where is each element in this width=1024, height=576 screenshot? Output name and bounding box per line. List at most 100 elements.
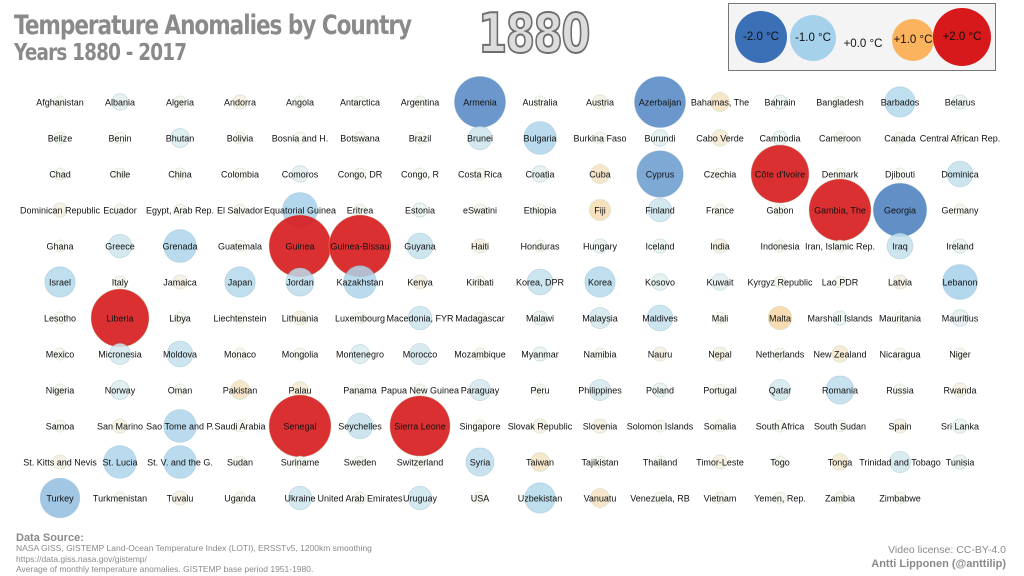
country-label-sudan: Sudan [227,458,253,468]
country-label-ukraine: Ukraine [284,494,315,504]
bubble-bahrain [772,94,788,110]
country-label-russia: Russia [886,386,914,396]
country-label-mexico: Mexico [46,350,75,360]
country-label-cameroon: Cameroon [819,134,861,144]
bubble-micronesia [109,342,132,365]
country-label-panama: Panama [343,386,377,396]
bubble-bolivia [233,131,247,145]
country-label-uruguay: Uruguay [403,494,438,504]
country-label-lithuania: Lithuania [282,314,319,324]
country-label-micronesia: Micronesia [98,350,142,360]
bubble-tuvalu [172,490,188,506]
bubble-iraq [886,232,914,260]
bubble-somalia [713,419,727,433]
country-label-pakistan: Pakistan [223,386,258,396]
bubble-jordan [285,267,315,297]
bubble-peru [533,383,547,397]
bubble-burundi [651,129,669,147]
country-label-sao-tome-and-p: Sao Tome and P. [146,422,214,432]
legend-item-minus-1: -1.0 °C [790,15,836,61]
country-label-france: France [706,206,734,216]
bubble-mexico [53,347,67,361]
bubble-poland [652,382,668,398]
bubble-france [713,203,727,217]
country-label-austria: Austria [586,98,614,108]
country-label-zimbabwe: Zimbabwe [879,494,921,504]
bubble-namibia [593,347,607,361]
country-label-myanmar: Myanmar [521,350,559,360]
bubble-tonga [831,453,849,471]
country-label-nauru: Nauru [648,350,673,360]
bubble-st-v-and-the-g [163,445,197,479]
bubble-angola [293,95,307,109]
country-label-bosnia-and-h: Bosnia and H. [272,134,329,144]
country-label-argentina: Argentina [401,98,440,108]
country-label-indonesia: Indonesia [760,242,799,252]
bubble-uzbekistan [524,482,556,514]
source-line-1: NASA GISS, GISTEMP Land-Ocean Temperatur… [16,543,372,553]
bubble-mauritania [893,311,907,325]
country-label-liberia: Liberia [106,314,133,324]
country-label-bangladesh: Bangladesh [816,98,864,108]
country-label-senegal: Senegal [283,422,316,432]
country-label-jamaica: Jamaica [163,278,197,288]
bubble-yemen-rep [773,491,787,505]
country-label-eswatini: eSwatini [463,206,497,216]
bubble-libya [173,311,187,325]
country-label-maldives: Maldives [642,314,678,324]
country-label-gabon: Gabon [766,206,793,216]
bubble-samoa [53,419,67,433]
bubble-china [173,167,187,181]
bubble-kuwait [711,273,729,291]
bubble-india [712,238,728,254]
bubble-congo-dr [353,167,367,181]
country-label-georgia: Georgia [884,206,916,216]
country-label-grenada: Grenada [162,242,197,252]
country-label-albania: Albania [105,98,135,108]
bubble-germany [953,203,967,217]
bubble-malaysia [589,306,612,329]
country-label-belarus: Belarus [945,98,976,108]
bubble-haiti [472,238,488,254]
bubble-nepal [712,346,728,362]
country-label-syria: Syria [470,458,491,468]
country-label-lebanon: Lebanon [942,278,977,288]
country-label-suriname: Suriname [281,458,320,468]
country-label-costa-rica: Costa Rica [458,170,502,180]
bubble-kenya [412,274,428,290]
bubble-spain [892,418,908,434]
bubble-saudi-arabia [233,419,247,433]
bubble-myanmar [532,346,548,362]
bubble-slovenia [592,418,608,434]
bubble-malta [767,305,793,331]
bubble-zambia [833,491,847,505]
source-title: Data Source: [16,532,84,544]
country-label-brazil: Brazil [409,134,432,144]
country-label-iraq: Iraq [892,242,908,252]
chart-title: Temperature Anomalies by Country [14,10,412,41]
country-label-tuvalu: Tuvalu [167,494,194,504]
bubble-kiribati [473,275,487,289]
country-label-afghanistan: Afghanistan [36,98,84,108]
bubble-estonia [412,202,428,218]
bubble-suriname [293,455,307,469]
bubble-jamaica [172,274,188,290]
bubble-madagascar [473,311,487,325]
country-label-finland: Finland [645,206,675,216]
bubble-afghanistan [53,95,67,109]
bubble-croatia [531,165,549,183]
bubble-nicaragua [893,347,907,361]
color-legend: -2.0 °C -1.0 °C +0.0 °C +1.0 °C +2.0 °C [728,3,996,71]
country-label-barbados: Barbados [881,98,920,108]
legend-label: +2.0 °C [942,31,982,43]
bubble-lao-pdr [833,275,847,289]
country-label-belize: Belize [48,134,73,144]
country-label-kuwait: Kuwait [706,278,734,288]
country-label-china: China [168,170,192,180]
bubble-sao-tome-and-p [163,409,197,443]
bubble-venezuela-rb [653,491,667,505]
country-label-malta: Malta [769,314,791,324]
country-label-taiwan: Taiwan [526,458,554,468]
bubble-tunisia [952,454,968,470]
country-label-new-zealand: New Zealand [813,350,866,360]
